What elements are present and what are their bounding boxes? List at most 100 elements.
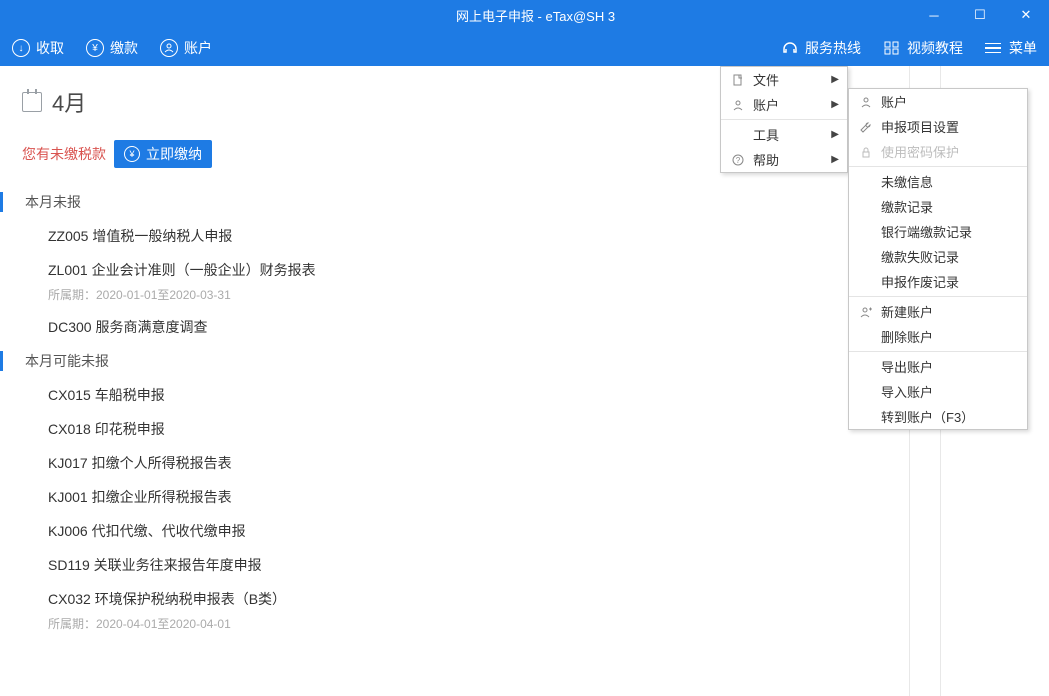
submenu-item: 使用密码保护 bbox=[849, 139, 1027, 164]
submenu-item[interactable]: 缴款失败记录 bbox=[849, 244, 1027, 269]
pay-label: 缴款 bbox=[110, 38, 138, 58]
menu-item-label: 账户 bbox=[753, 95, 779, 114]
window-title: 网上电子申报 - eTax@SH 3 bbox=[0, 6, 911, 25]
section-header: 本月未报 bbox=[0, 192, 887, 212]
report-item[interactable]: SD119 关联业务往来报告年度申报 bbox=[48, 555, 887, 575]
alert-text: 您有未缴税款 bbox=[22, 144, 106, 164]
help-icon: ? bbox=[729, 154, 747, 166]
account-button[interactable]: 账户 bbox=[160, 38, 212, 58]
report-item-title: CX018 印花税申报 bbox=[48, 419, 887, 439]
menu-item[interactable]: 文件 ▶ bbox=[721, 67, 847, 92]
menu-item[interactable]: 工具 ▶ bbox=[721, 122, 847, 147]
chevron-right-icon: ▶ bbox=[831, 129, 839, 140]
report-item[interactable]: ZZ005 增值税一般纳税人申报 bbox=[48, 226, 887, 246]
main-menu-dropdown: 文件 ▶ 账户 ▶ 工具 ▶? 帮助 ▶ bbox=[720, 66, 848, 173]
headset-icon bbox=[781, 39, 799, 57]
submenu-item-label: 缴款失败记录 bbox=[881, 247, 959, 266]
yen-icon: ¥ bbox=[86, 39, 104, 57]
submenu-item-label: 未缴信息 bbox=[881, 172, 933, 191]
user-icon bbox=[857, 96, 875, 108]
grid-icon bbox=[883, 39, 901, 57]
adduser-icon bbox=[857, 306, 875, 318]
minimize-button[interactable]: ─ bbox=[911, 0, 957, 30]
pay-now-button[interactable]: ¥ 立即缴纳 bbox=[114, 140, 212, 168]
submenu-item[interactable]: 删除账户 bbox=[849, 324, 1027, 349]
account-label: 账户 bbox=[184, 38, 212, 58]
menu-item[interactable]: 账户 ▶ bbox=[721, 92, 847, 117]
window-controls: ─ ☐ ✕ bbox=[911, 0, 1049, 30]
submenu-item-label: 使用密码保护 bbox=[881, 142, 959, 161]
submenu-item[interactable]: 转到账户（F3） bbox=[849, 404, 1027, 429]
month-label: 4月 bbox=[52, 86, 86, 118]
report-item-period: 所属期：2020-01-01至2020-03-31 bbox=[48, 286, 887, 303]
report-item-title: DC300 服务商满意度调查 bbox=[48, 317, 887, 337]
submenu-item[interactable]: 未缴信息 bbox=[849, 169, 1027, 194]
report-item[interactable]: ZL001 企业会计准则（一般企业）财务报表所属期：2020-01-01至202… bbox=[48, 260, 887, 303]
menu-item[interactable]: ? 帮助 ▶ bbox=[721, 147, 847, 172]
chevron-right-icon: ▶ bbox=[831, 74, 839, 85]
submenu-item-label: 账户 bbox=[881, 92, 907, 111]
report-item[interactable]: CX018 印花税申报 bbox=[48, 419, 887, 439]
menu-button[interactable]: 菜单 bbox=[985, 38, 1037, 58]
report-item-title: CX032 环境保护税纳税申报表（B类） bbox=[48, 589, 887, 609]
submenu-item[interactable]: 账户 bbox=[849, 89, 1027, 114]
hamburger-icon bbox=[985, 43, 1001, 54]
report-item[interactable]: KJ006 代扣代缴、代收代缴申报 bbox=[48, 521, 887, 541]
chevron-right-icon: ▶ bbox=[831, 99, 839, 110]
submenu-item-label: 银行端缴款记录 bbox=[881, 222, 972, 241]
submenu-item-label: 新建账户 bbox=[881, 302, 933, 321]
file-icon bbox=[729, 74, 747, 86]
submenu-item-label: 删除账户 bbox=[881, 327, 933, 346]
receive-label: 收取 bbox=[36, 38, 64, 58]
report-item-title: SD119 关联业务往来报告年度申报 bbox=[48, 555, 887, 575]
download-icon: ↓ bbox=[12, 39, 30, 57]
report-item[interactable]: DC300 服务商满意度调查 bbox=[48, 317, 887, 337]
lock-icon bbox=[857, 146, 875, 158]
report-item-title: ZZ005 增值税一般纳税人申报 bbox=[48, 226, 887, 246]
menu-label: 菜单 bbox=[1009, 38, 1037, 58]
hotline-button[interactable]: 服务热线 bbox=[781, 38, 861, 58]
report-item-title: KJ017 扣缴个人所得税报告表 bbox=[48, 453, 887, 473]
chevron-right-icon: ▶ bbox=[831, 154, 839, 165]
menu-item-label: 帮助 bbox=[753, 150, 779, 169]
user-icon bbox=[729, 99, 747, 111]
toolbar: ↓ 收取 ¥ 缴款 账户 服务热线 视频教程 菜单 bbox=[0, 30, 1049, 66]
user-icon bbox=[160, 39, 178, 57]
submenu-item[interactable]: 导出账户 bbox=[849, 354, 1027, 379]
submenu-item-label: 缴款记录 bbox=[881, 197, 933, 216]
submenu-item[interactable]: 银行端缴款记录 bbox=[849, 219, 1027, 244]
report-item-period: 所属期：2020-04-01至2020-04-01 bbox=[48, 615, 887, 632]
menu-item-label: 工具 bbox=[753, 125, 779, 144]
titlebar: 网上电子申报 - eTax@SH 3 ─ ☐ ✕ bbox=[0, 0, 1049, 30]
report-item[interactable]: CX015 车船税申报 bbox=[48, 385, 887, 405]
submenu-item-label: 申报项目设置 bbox=[881, 117, 959, 136]
submenu-item-label: 导入账户 bbox=[881, 382, 933, 401]
pay-now-label: 立即缴纳 bbox=[146, 144, 202, 164]
submenu-item-label: 转到账户（F3） bbox=[881, 407, 974, 426]
receive-button[interactable]: ↓ 收取 bbox=[12, 38, 64, 58]
svg-text:?: ? bbox=[736, 156, 741, 165]
submenu-item-label: 导出账户 bbox=[881, 357, 933, 376]
submenu-item-label: 申报作废记录 bbox=[881, 272, 959, 291]
report-item-title: KJ006 代扣代缴、代收代缴申报 bbox=[48, 521, 887, 541]
coin-icon: ¥ bbox=[124, 146, 140, 162]
submenu-item[interactable]: 新建账户 bbox=[849, 299, 1027, 324]
section-header: 本月可能未报 bbox=[0, 351, 887, 371]
report-item[interactable]: CX032 环境保护税纳税申报表（B类） 所属期：2020-04-01至2020-… bbox=[48, 589, 887, 632]
video-button[interactable]: 视频教程 bbox=[883, 38, 963, 58]
report-item[interactable]: KJ017 扣缴个人所得税报告表 bbox=[48, 453, 887, 473]
report-item-title: CX015 车船税申报 bbox=[48, 385, 887, 405]
hotline-label: 服务热线 bbox=[805, 38, 861, 58]
submenu-item[interactable]: 导入账户 bbox=[849, 379, 1027, 404]
report-item[interactable]: KJ001 扣缴企业所得税报告表 bbox=[48, 487, 887, 507]
menu-item-label: 文件 bbox=[753, 70, 779, 89]
maximize-button[interactable]: ☐ bbox=[957, 0, 1003, 30]
submenu-item[interactable]: 申报项目设置 bbox=[849, 114, 1027, 139]
pay-button[interactable]: ¥ 缴款 bbox=[86, 38, 138, 58]
submenu-item[interactable]: 申报作废记录 bbox=[849, 269, 1027, 294]
submenu-item[interactable]: 缴款记录 bbox=[849, 194, 1027, 219]
video-label: 视频教程 bbox=[907, 38, 963, 58]
wrench-icon bbox=[857, 121, 875, 133]
close-button[interactable]: ✕ bbox=[1003, 0, 1049, 30]
report-item-title: KJ001 扣缴企业所得税报告表 bbox=[48, 487, 887, 507]
